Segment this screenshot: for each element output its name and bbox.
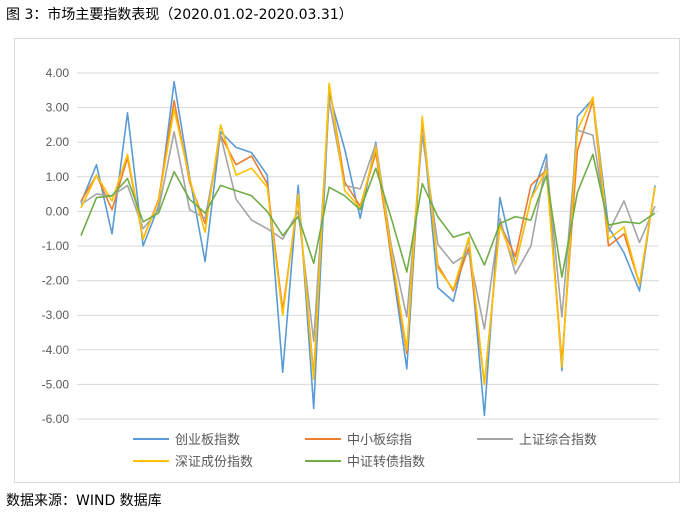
y-tick-label: -2.00 <box>42 274 70 288</box>
legend-label: 中小板综指 <box>347 433 412 448</box>
y-tick-label: 0.00 <box>46 204 70 218</box>
series-lines <box>80 80 656 417</box>
figure-title: 图 3：市场主要指数表现（2020.01.02-2020.03.31） <box>6 7 353 23</box>
series-line-4 <box>80 82 656 386</box>
y-tick-label: 4.00 <box>46 66 70 80</box>
series-line-5 <box>80 153 656 278</box>
data-source-note: 数据来源：WIND 数据库 <box>6 493 162 509</box>
legend-label: 中证转债指数 <box>347 455 425 470</box>
y-tick-label: -6.00 <box>42 412 70 426</box>
legend-item-3: 上证综合指数 <box>477 433 597 448</box>
y-tick-label: -4.00 <box>42 343 70 357</box>
y-tick-label: 1.00 <box>46 170 70 184</box>
legend-item-2: 中小板综指 <box>305 433 412 448</box>
y-tick-label: 3.00 <box>46 101 70 115</box>
y-tick-label: 2.00 <box>46 135 70 149</box>
grid-lines <box>77 72 659 420</box>
legend-label: 深证成份指数 <box>175 455 253 470</box>
y-axis-tick-labels: 4.00 3.00 2.00 1.00 0.00 -1.00 -2.00 -3.00 -4.00… <box>42 66 70 426</box>
legend-label: 创业板指数 <box>175 433 240 448</box>
line-chart: 4.00 3.00 2.00 1.00 0.00 -1.00 -2.00 -3.00 -4.00… <box>42 66 659 470</box>
y-tick-label: -5.00 <box>42 377 70 391</box>
legend-item-4: 深证成份指数 <box>133 455 253 470</box>
legend-label: 上证综合指数 <box>519 433 597 448</box>
legend-item-5: 中证转债指数 <box>305 455 425 470</box>
chart-frame: 4.00 3.00 2.00 1.00 0.00 -1.00 -2.00 -3.00 -4.00… <box>14 38 680 483</box>
y-tick-label: -1.00 <box>42 239 70 253</box>
series-line-3 <box>80 99 656 342</box>
y-tick-label: -3.00 <box>42 308 70 322</box>
legend-item-1: 创业板指数 <box>133 433 240 448</box>
